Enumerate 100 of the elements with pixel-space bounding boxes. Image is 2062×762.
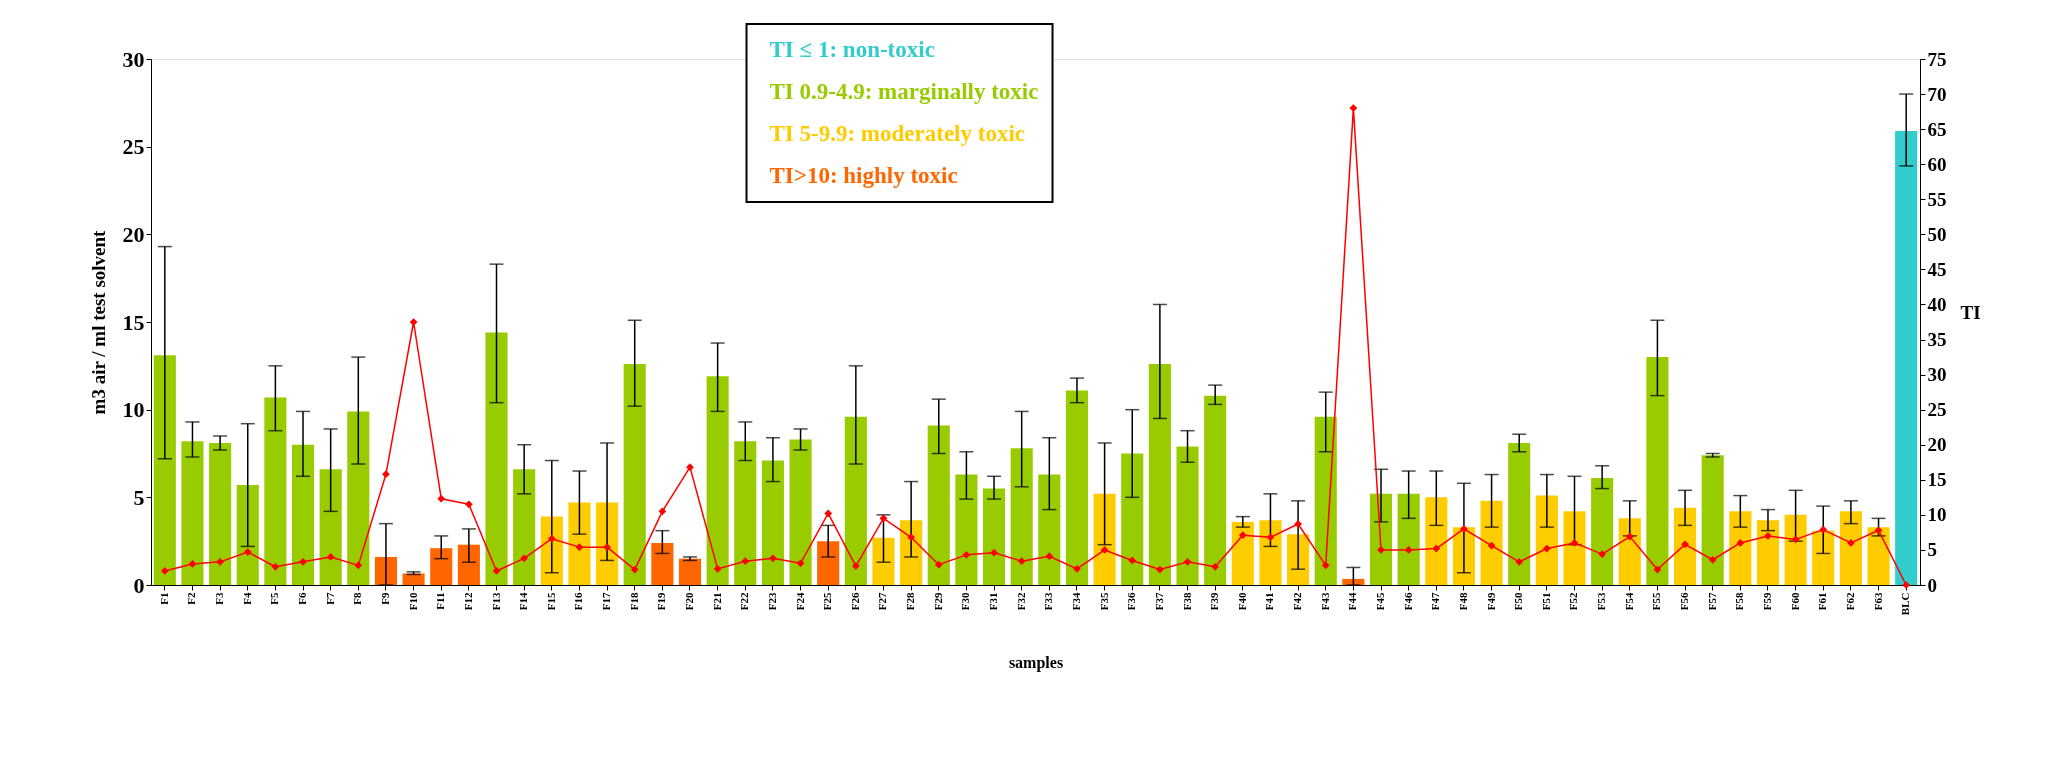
bar <box>1839 511 1862 585</box>
bar <box>1065 390 1089 585</box>
x-tick-label: F35 <box>1097 592 1110 611</box>
bar <box>734 441 757 585</box>
x-tick-label: F4 <box>240 592 253 605</box>
bar <box>264 397 287 585</box>
bar <box>1563 511 1586 585</box>
x-tick-label: F30 <box>959 592 972 611</box>
y-tick-label: 5 <box>133 484 145 510</box>
x-tick-label: F47 <box>1429 592 1442 611</box>
x-tick-label: F56 <box>1678 592 1691 611</box>
x-tick-label: F32 <box>1014 592 1027 611</box>
y2-axis-title: TI <box>1960 301 1981 323</box>
bar <box>1618 518 1641 585</box>
y2-tick-label: 60 <box>1927 153 1947 175</box>
bar <box>1646 357 1669 585</box>
bar <box>430 548 453 585</box>
bar <box>1148 364 1171 585</box>
text: TI ≤ 1: non-toxic <box>769 36 935 62</box>
x-tick-label: F62 <box>1843 592 1856 611</box>
bar <box>623 364 646 585</box>
bar <box>982 488 1006 585</box>
x-tick-label: F55 <box>1650 592 1663 611</box>
x-tick-label: F9 <box>378 592 391 605</box>
x-tick-label: F23 <box>765 592 778 611</box>
y-tick-label: 0 <box>133 572 145 598</box>
bar <box>457 544 480 585</box>
bar <box>1784 514 1807 585</box>
bar <box>1508 442 1531 585</box>
bar <box>402 573 425 585</box>
x-tick-label: F42 <box>1291 592 1304 611</box>
bar <box>1010 448 1033 585</box>
text: TI>10: highly toxic <box>769 162 958 188</box>
y-tick-label: 15 <box>122 309 145 335</box>
x-tick-label: F38 <box>1180 592 1193 611</box>
bar <box>651 542 674 585</box>
bar <box>513 469 536 585</box>
bar <box>1204 395 1227 585</box>
x-tick-label: F10 <box>406 592 419 611</box>
bar <box>1895 130 1918 585</box>
x-tick-label: F40 <box>1235 592 1248 611</box>
x-tick-label: F59 <box>1760 592 1773 611</box>
x-tick-label: BLC <box>1899 592 1912 616</box>
x-tick-label: F45 <box>1374 592 1387 611</box>
x-tick-label: F8 <box>351 592 364 605</box>
y2-tick-label: 65 <box>1927 118 1947 140</box>
bar <box>1314 416 1337 585</box>
x-tick-label: F20 <box>682 592 695 611</box>
x-tick-label: F21 <box>710 592 723 611</box>
x-tick-label: F1 <box>157 592 170 605</box>
x-tick-label: F13 <box>489 592 502 611</box>
bar <box>1756 520 1780 585</box>
x-tick-label: F44 <box>1346 592 1359 611</box>
x-tick-label: F50 <box>1512 592 1525 611</box>
y-tick-label: 20 <box>122 221 145 247</box>
y2-tick-label: 75 <box>1927 48 1947 70</box>
bar <box>1231 521 1254 585</box>
bar <box>1038 474 1061 585</box>
bar <box>1121 453 1144 585</box>
x-tick-label: F39 <box>1208 592 1221 611</box>
bar <box>181 441 204 585</box>
bar <box>568 502 591 585</box>
x-tick-label: F11 <box>434 592 447 610</box>
x-tick-label: F43 <box>1318 592 1331 611</box>
x-tick-label: F22 <box>738 592 751 611</box>
bar <box>872 537 895 585</box>
x-tick-label: F17 <box>600 592 613 611</box>
x-tick-label: F7 <box>323 592 336 605</box>
x-axis-title: samples <box>1008 654 1064 673</box>
y2-tick-label: 15 <box>1927 469 1947 491</box>
y-tick-label: 25 <box>122 134 145 160</box>
x-tick-label: F48 <box>1456 592 1469 611</box>
bar <box>319 469 342 585</box>
bar <box>678 558 702 585</box>
x-tick-label: F18 <box>627 592 640 611</box>
bar <box>1259 520 1282 585</box>
bar <box>955 474 978 585</box>
bar <box>1287 534 1310 585</box>
bar <box>1480 500 1503 585</box>
y2-tick-label: 20 <box>1927 434 1947 456</box>
x-tick-label: F49 <box>1484 592 1497 611</box>
bar <box>209 442 232 585</box>
bar <box>1093 493 1116 585</box>
bar <box>706 376 729 585</box>
x-tick-label: F3 <box>213 592 226 605</box>
y-axis-title: m3 air / ml test solvent <box>87 229 109 415</box>
x-tick-label: F33 <box>1042 592 1055 611</box>
y-tick-label: 30 <box>122 46 145 72</box>
x-tick-label: F15 <box>544 592 557 611</box>
x-tick-label: F27 <box>876 592 889 611</box>
bar <box>1674 507 1697 585</box>
bar <box>153 355 176 585</box>
y2-tick-label: 70 <box>1927 83 1947 105</box>
bar <box>1591 478 1614 585</box>
bar <box>1176 446 1199 585</box>
y2-tick-label: 0 <box>1927 574 1937 596</box>
x-tick-label: F2 <box>185 592 198 605</box>
bar <box>844 416 867 585</box>
bar <box>789 439 812 585</box>
bar <box>1729 511 1752 585</box>
